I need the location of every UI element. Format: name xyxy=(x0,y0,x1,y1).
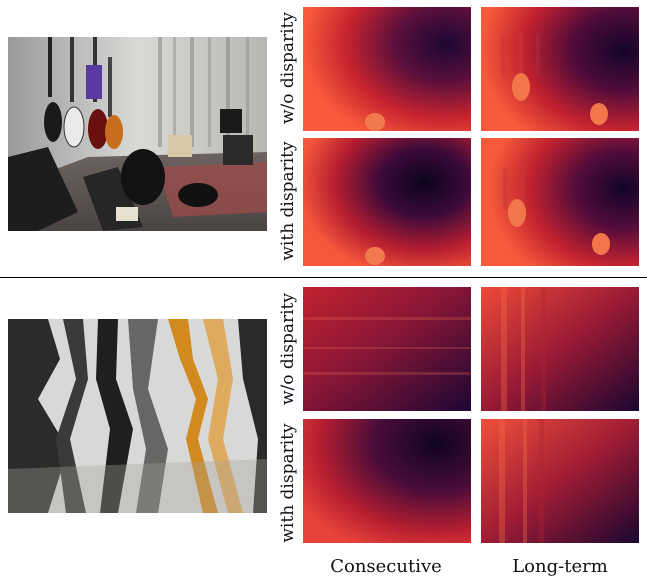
bottom-with-disparity-longterm-map xyxy=(481,419,639,543)
bottom-input-photo xyxy=(8,319,267,513)
top-wo-disparity-longterm-map xyxy=(481,7,639,131)
column-label-longterm: Long-term xyxy=(512,556,608,577)
column-label-consecutive: Consecutive xyxy=(330,556,442,577)
top-row-label-wo-disparity: w/o disparity xyxy=(278,12,298,124)
top-with-disparity-longterm-map xyxy=(481,138,639,266)
bottom-row-label-with-disparity: with disparity xyxy=(278,423,298,543)
top-input-photo xyxy=(8,37,267,231)
group-divider xyxy=(0,277,647,278)
top-row-label-with-disparity: with disparity xyxy=(278,141,298,261)
bottom-wo-disparity-longterm-map xyxy=(481,287,639,411)
bottom-wo-disparity-consecutive-map xyxy=(303,287,471,411)
top-wo-disparity-consecutive-map xyxy=(303,7,471,131)
bottom-row-label-wo-disparity: w/o disparity xyxy=(278,293,298,405)
top-with-disparity-consecutive-map xyxy=(303,138,471,266)
bottom-with-disparity-consecutive-map xyxy=(303,419,471,543)
